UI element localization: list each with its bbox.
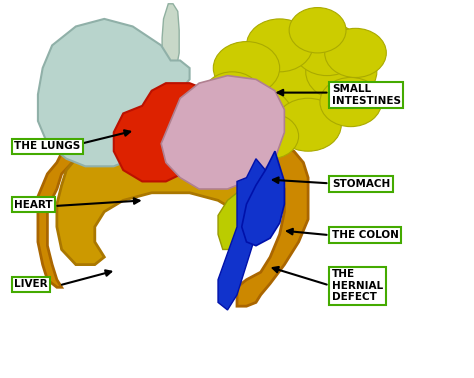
Polygon shape (218, 193, 251, 249)
Polygon shape (242, 151, 284, 246)
Text: STOMACH: STOMACH (332, 179, 390, 189)
Polygon shape (114, 83, 218, 181)
Polygon shape (38, 19, 190, 166)
Text: THE COLON: THE COLON (332, 230, 399, 240)
Text: HEART: HEART (14, 200, 53, 210)
Polygon shape (218, 159, 270, 310)
Polygon shape (162, 4, 179, 64)
Circle shape (275, 98, 341, 151)
Polygon shape (161, 76, 284, 189)
Circle shape (251, 53, 337, 121)
Polygon shape (38, 125, 308, 306)
Polygon shape (57, 136, 275, 265)
Circle shape (204, 72, 261, 117)
Circle shape (320, 77, 382, 127)
Circle shape (246, 19, 313, 72)
Text: SMALL
INTESTINES: SMALL INTESTINES (332, 84, 401, 106)
Circle shape (242, 113, 299, 159)
Circle shape (325, 28, 386, 77)
Circle shape (213, 42, 280, 94)
Circle shape (230, 89, 292, 138)
Text: THE
HERNIAL
DEFECT: THE HERNIAL DEFECT (332, 269, 383, 302)
Text: THE LUNGS: THE LUNGS (14, 141, 81, 151)
Circle shape (294, 23, 360, 76)
Text: LIVER: LIVER (14, 279, 48, 289)
Circle shape (289, 8, 346, 53)
Circle shape (306, 43, 377, 100)
